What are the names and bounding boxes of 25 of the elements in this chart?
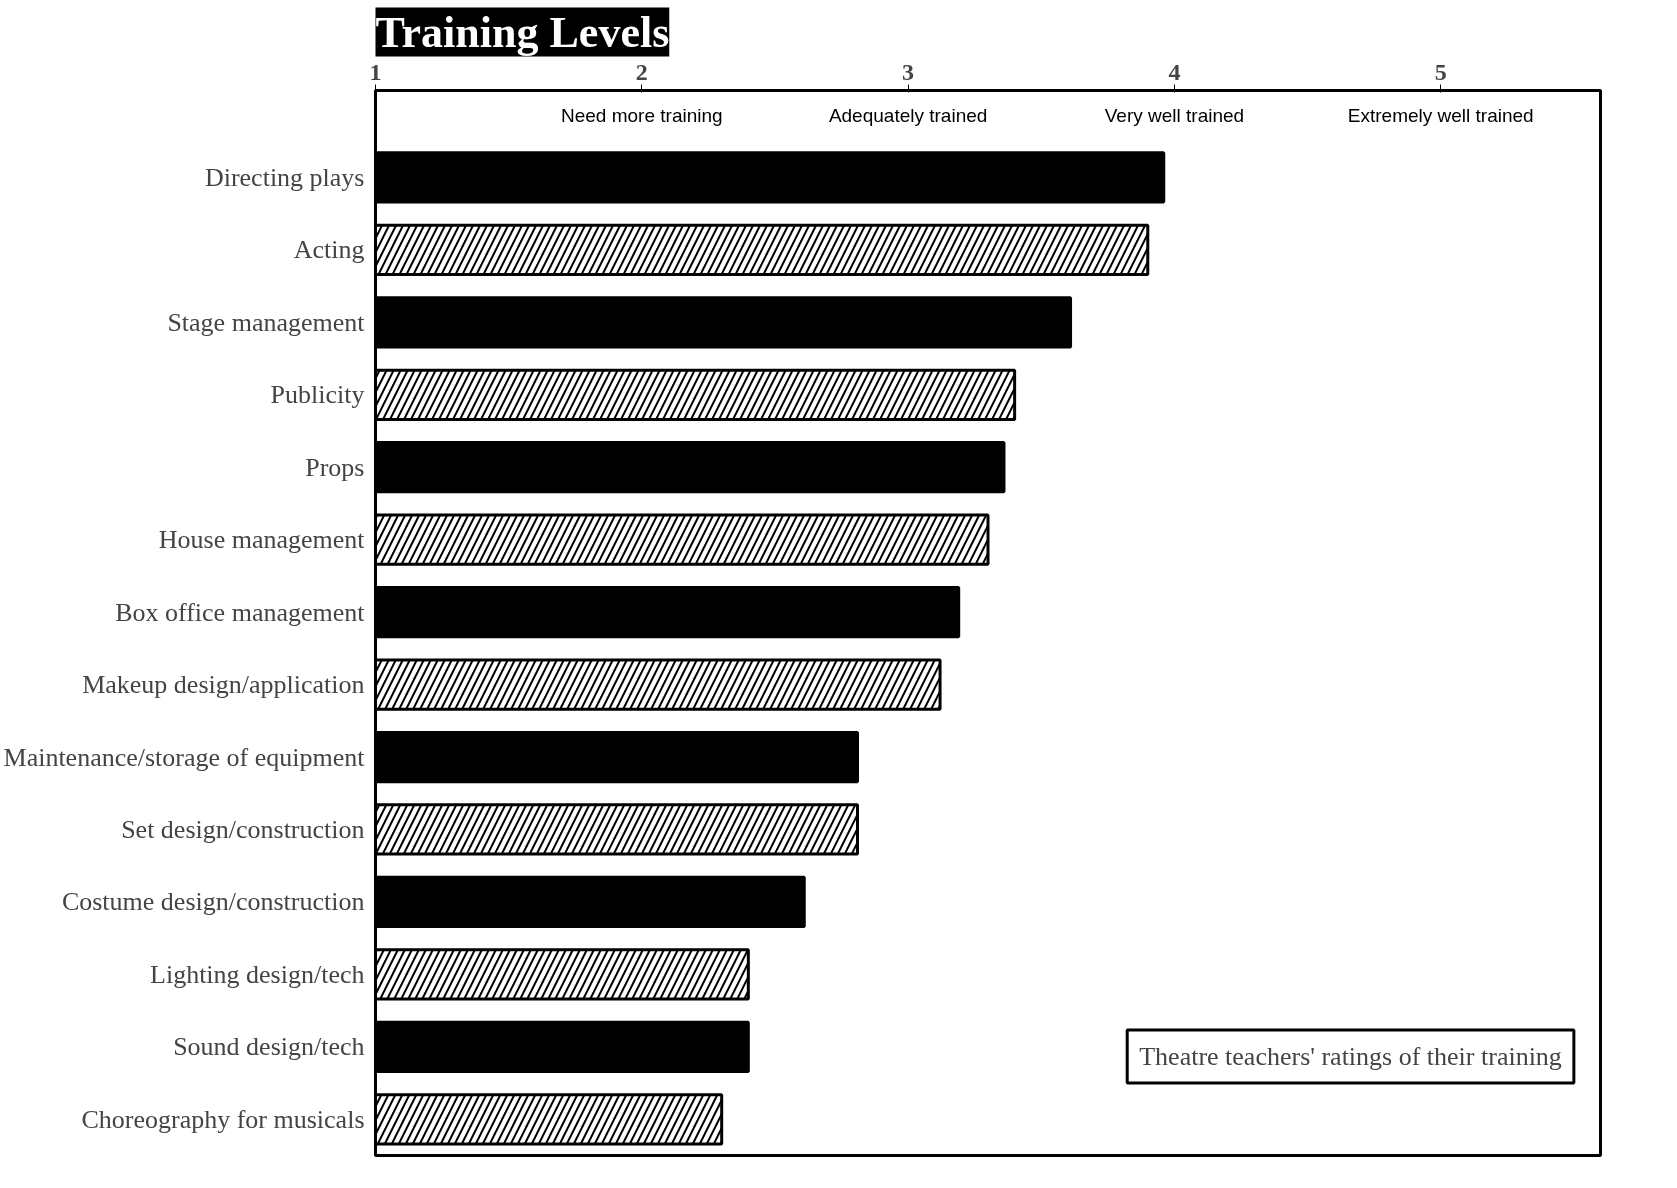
- x-tick-label: 3: [902, 58, 915, 85]
- x-tick-label: 5: [1434, 58, 1447, 85]
- y-tick-label: Publicity: [270, 380, 365, 410]
- y-tick-label: Directing plays: [204, 162, 365, 192]
- y-tick-label: Acting: [293, 235, 365, 265]
- annotation: Need more training: [561, 105, 723, 127]
- y-tick-label: Makeup design/application: [82, 670, 365, 700]
- y-tick-label: Box office management: [115, 597, 366, 627]
- y-tick-label: Lighting design/tech: [150, 959, 365, 989]
- y-tick-label: Maintenance/storage of equipment: [3, 742, 366, 772]
- x-tick-label: 1: [369, 58, 382, 85]
- annotation: Extremely well trained: [1347, 105, 1534, 127]
- y-tick-label: Choreography for musicals: [81, 1104, 365, 1134]
- y-tick-label: Stage management: [167, 307, 366, 337]
- x-tick-label: 2: [635, 58, 648, 85]
- y-tick-label: Sound design/tech: [173, 1032, 365, 1062]
- y-tick-label: Costume design/construction: [61, 887, 365, 917]
- y-tick-label: Set design/construction: [121, 814, 365, 844]
- x-tick-label: 4: [1168, 58, 1181, 85]
- y-tick-label: Props: [305, 452, 365, 482]
- annotation: Very well trained: [1104, 105, 1245, 127]
- chart-title: Training Levels: [375, 7, 670, 57]
- annotation: Theatre teachers' ratings of their training: [1139, 1042, 1562, 1072]
- y-tick-label: House management: [158, 525, 366, 555]
- annotation: Adequately trained: [828, 105, 988, 127]
